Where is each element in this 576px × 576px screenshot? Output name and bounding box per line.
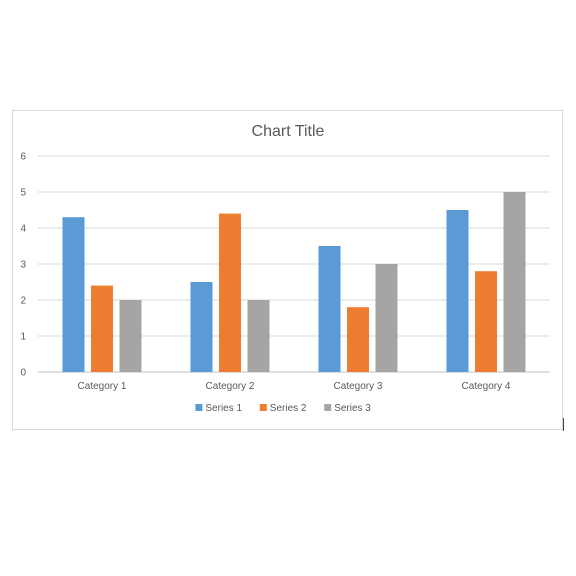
bar-series-2: [219, 213, 241, 372]
text-cursor: [563, 418, 564, 431]
legend-label: Series 3: [334, 403, 371, 414]
y-tick-label: 3: [20, 260, 26, 271]
bar-series-2: [91, 285, 113, 372]
legend-swatch: [324, 404, 332, 411]
x-tick-label: Category 3: [334, 381, 383, 392]
gridlines: [38, 155, 550, 373]
bar-series-3: [375, 264, 398, 372]
chart-title: Chart Title: [252, 123, 325, 140]
x-tick-label: Category 4: [462, 381, 511, 392]
bar-series-1: [190, 282, 213, 372]
y-tick-label: 6: [20, 152, 26, 163]
y-tick-label: 0: [20, 368, 26, 379]
legend: Series 1 Series 2 Series 3: [195, 403, 371, 414]
x-tick-label: Category 1: [78, 381, 127, 392]
y-tick-label: 4: [20, 224, 26, 235]
bar-series-2: [475, 271, 497, 372]
y-tick-label: 2: [20, 296, 26, 307]
bar-series-3: [119, 300, 142, 372]
y-axis-ticks: 0 1 2 3 4 5 6: [20, 152, 26, 379]
bar-series-3: [247, 300, 270, 372]
x-tick-label: Category 2: [206, 381, 255, 392]
y-tick-label: 5: [20, 188, 26, 199]
legend-item: Series 3: [324, 403, 371, 414]
legend-swatch: [259, 404, 267, 411]
legend-label: Series 2: [270, 403, 307, 414]
legend-item: Series 2: [259, 403, 307, 414]
chart-frame: [12, 110, 563, 430]
legend-item: Series 1: [195, 403, 243, 414]
legend-label: Series 1: [205, 403, 242, 414]
bar-series-1: [62, 217, 85, 372]
y-tick-label: 1: [20, 332, 26, 343]
legend-swatch: [195, 404, 203, 411]
bar-series-2: [347, 307, 369, 372]
bars: [62, 192, 526, 372]
x-axis-ticks: Category 1 Category 2 Category 3 Category 4: [78, 381, 511, 392]
bar-series-3: [503, 192, 526, 372]
bar-series-1: [446, 210, 469, 372]
bar-series-1: [318, 246, 341, 372]
